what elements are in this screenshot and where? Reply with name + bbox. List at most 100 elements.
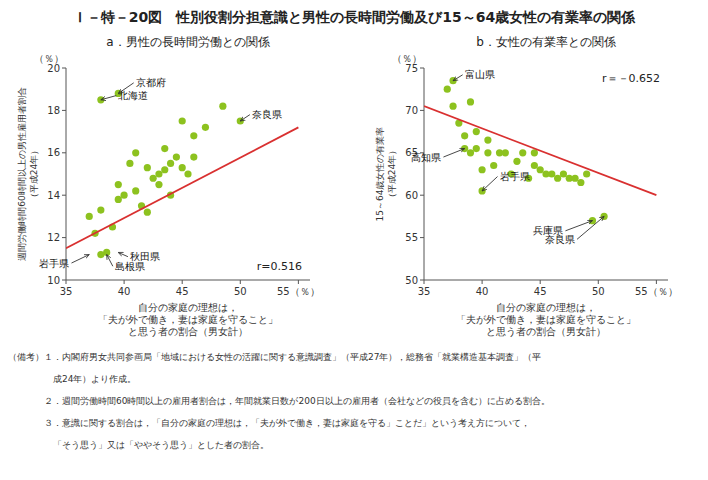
x-axis-line bbox=[66, 280, 310, 281]
y-label-line: 週間労働時間60時間以上の男性雇用者割合 bbox=[17, 87, 27, 260]
x-label-line: と思う者の割合（男女計） bbox=[486, 326, 606, 337]
scatter-point bbox=[444, 86, 451, 93]
scatter-point bbox=[473, 145, 480, 152]
note: 「そう思う」又は「ややそう思う」とした者の割合。 bbox=[8, 440, 269, 450]
scatter-point bbox=[97, 206, 104, 213]
y-tick bbox=[62, 68, 66, 69]
trend-line bbox=[66, 127, 298, 248]
scatter-point bbox=[484, 149, 491, 156]
x-tick bbox=[240, 280, 241, 284]
scatter-point bbox=[167, 160, 174, 167]
x-tick-label: 35 bbox=[418, 286, 431, 297]
scatter-point bbox=[560, 170, 567, 177]
x-tick-label: 50 bbox=[234, 286, 247, 297]
x-tick-label: 45 bbox=[176, 286, 189, 297]
y-tick-label: 20 bbox=[47, 63, 60, 74]
annotation-arrow bbox=[443, 149, 464, 157]
scatter-point bbox=[132, 187, 139, 194]
y-tick bbox=[62, 280, 66, 281]
scatter-point bbox=[179, 117, 186, 124]
note: ３．意識に関する割合は，「自分の家庭の理想は，「夫が外で働き，妻は家庭を守る」こ… bbox=[8, 418, 530, 428]
y-tick-label: 75 bbox=[405, 63, 418, 74]
x-label: 自分の家庭の理想は，「夫が外で働き，妻は家庭を守ること」と思う者の割合（男女計） bbox=[456, 302, 636, 337]
y-label-line: 15～64歳女性の有業率 bbox=[375, 127, 385, 222]
scatter-point bbox=[126, 160, 133, 167]
y-label-line: （平成24年） bbox=[387, 146, 397, 202]
scatter-point bbox=[554, 175, 561, 182]
scatter-point bbox=[161, 166, 168, 173]
x-tick-label: 55（％） bbox=[277, 286, 320, 297]
annotation-label: 島根県 bbox=[115, 261, 145, 272]
scatter-point bbox=[144, 164, 151, 171]
scatter-point bbox=[519, 149, 526, 156]
y-tick-label: 55 bbox=[405, 232, 418, 243]
note: （備考）１．内閣府男女共同参画局「地域における女性の活躍に関する意識調査」（平成… bbox=[8, 352, 541, 362]
scatter-point bbox=[202, 124, 209, 131]
y-tick-label: 70 bbox=[405, 105, 418, 116]
y-label: 15～64歳女性の有業率（平成24年） bbox=[375, 127, 397, 222]
scatter-point bbox=[571, 175, 578, 182]
x-label-line: 自分の家庭の理想は， bbox=[496, 302, 596, 313]
y-tick bbox=[62, 195, 66, 196]
annotation-arrow bbox=[118, 252, 128, 256]
scatter-point bbox=[513, 158, 520, 165]
scatter-point bbox=[473, 128, 480, 135]
y-tick-label: 50 bbox=[405, 275, 418, 286]
x-tick bbox=[66, 280, 67, 284]
x-tick-label: 55（％） bbox=[635, 286, 678, 297]
x-tick-label: 45 bbox=[534, 286, 547, 297]
scatter-point bbox=[577, 179, 584, 186]
scatter-point bbox=[120, 192, 127, 199]
annotation-arrow bbox=[240, 115, 250, 121]
x-axis-line bbox=[424, 280, 668, 281]
scatter-point bbox=[179, 164, 186, 171]
scatter-point bbox=[184, 170, 191, 177]
y-tick-label: 16 bbox=[47, 147, 60, 158]
y-tick bbox=[62, 152, 66, 153]
x-tick bbox=[298, 280, 299, 284]
scatter-point bbox=[478, 166, 485, 173]
r-label: r=0.516 bbox=[257, 260, 302, 273]
scatter-point bbox=[537, 166, 544, 173]
r-label: r＝－0.652 bbox=[602, 72, 660, 85]
scatter-point bbox=[144, 209, 151, 216]
scatter-point bbox=[190, 132, 197, 139]
scatter-point bbox=[467, 98, 474, 105]
y-tick bbox=[420, 110, 424, 111]
scatter-point bbox=[449, 103, 456, 110]
scatter-point bbox=[86, 213, 93, 220]
scatter-point bbox=[115, 181, 122, 188]
scatter-point bbox=[219, 103, 226, 110]
scatter-point bbox=[161, 145, 168, 152]
plot-area bbox=[424, 77, 656, 224]
scatter-point bbox=[548, 170, 555, 177]
x-tick-label: 40 bbox=[476, 286, 489, 297]
y-label: 週間労働時間60時間以上の男性雇用者割合（平成24年） bbox=[17, 87, 39, 260]
x-tick bbox=[540, 280, 541, 284]
y-tick bbox=[420, 280, 424, 281]
chart-title: b．女性の有業率との関係 bbox=[476, 35, 616, 49]
x-tick bbox=[598, 280, 599, 284]
x-label-line: 「夫が外で働き，妻は家庭を守ること」 bbox=[98, 314, 278, 325]
x-tick bbox=[424, 280, 425, 284]
note: ２．週間労働時間60時間以上の雇用者割合は，年間就業日数が200日以上の雇用者（… bbox=[8, 396, 550, 406]
scatter-point bbox=[589, 217, 596, 224]
x-tick-label: 35 bbox=[60, 286, 73, 297]
annotation-label: 岩手県 bbox=[39, 258, 69, 269]
scatter-point bbox=[531, 162, 538, 169]
y-tick bbox=[62, 237, 66, 238]
x-label: 自分の家庭の理想は，「夫が外で働き，妻は家庭を守ること」と思う者の割合（男女計） bbox=[98, 302, 278, 337]
y-tick-label: 18 bbox=[47, 105, 60, 116]
scatter-point bbox=[150, 175, 157, 182]
scatter-point bbox=[467, 149, 474, 156]
plot-area bbox=[66, 90, 298, 258]
annotation-label: 富山県 bbox=[465, 69, 495, 80]
x-label-line: と思う者の割合（男女計） bbox=[128, 326, 248, 337]
annotation-label: 高知県 bbox=[411, 152, 441, 163]
annotation-arrow bbox=[71, 255, 89, 263]
scatter-point bbox=[115, 196, 122, 203]
annotation-label: 岩手県 bbox=[500, 171, 530, 182]
y-tick bbox=[420, 237, 424, 238]
chart-0: a．男性の長時間労働との関係（％）3540455055（％）1012141618… bbox=[17, 35, 320, 337]
x-tick bbox=[124, 280, 125, 284]
